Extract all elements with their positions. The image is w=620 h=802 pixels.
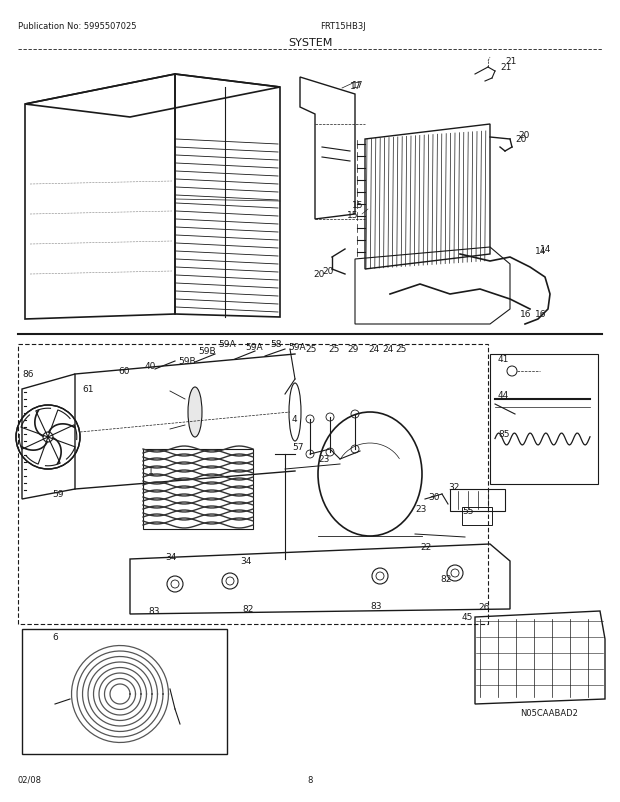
Text: 14: 14 xyxy=(535,247,546,256)
Text: 02/08: 02/08 xyxy=(18,775,42,784)
Text: 21: 21 xyxy=(505,58,516,67)
Text: 15: 15 xyxy=(347,210,358,219)
Text: 59: 59 xyxy=(52,490,63,499)
Text: 85: 85 xyxy=(498,430,510,439)
Text: 55: 55 xyxy=(462,507,474,516)
Text: 21: 21 xyxy=(500,63,511,72)
Text: 24: 24 xyxy=(382,345,393,354)
Text: 57: 57 xyxy=(292,443,304,452)
Text: 25: 25 xyxy=(328,345,339,354)
Ellipse shape xyxy=(188,387,202,437)
Text: 24: 24 xyxy=(368,345,379,354)
Text: 44: 44 xyxy=(498,391,509,400)
Text: 60: 60 xyxy=(118,367,130,376)
Text: Publication No: 5995507025: Publication No: 5995507025 xyxy=(18,22,136,31)
Text: 34: 34 xyxy=(165,553,176,561)
Text: 59A: 59A xyxy=(245,343,263,352)
Text: 15: 15 xyxy=(352,200,363,209)
Text: 1: 1 xyxy=(148,467,154,476)
Text: 83: 83 xyxy=(148,607,159,616)
Text: 16: 16 xyxy=(520,310,531,319)
Text: 34: 34 xyxy=(240,557,251,565)
Bar xyxy=(22,630,227,754)
Text: 41: 41 xyxy=(498,355,510,364)
Text: 32: 32 xyxy=(448,483,459,492)
Text: 82: 82 xyxy=(242,605,254,614)
Text: 29: 29 xyxy=(347,345,358,354)
Text: 82: 82 xyxy=(440,575,451,584)
Text: N05CAABAD2: N05CAABAD2 xyxy=(520,708,578,717)
Text: 58: 58 xyxy=(270,340,281,349)
Text: 45: 45 xyxy=(462,613,474,622)
Text: 20: 20 xyxy=(322,267,334,276)
Bar xyxy=(450,489,505,512)
Bar xyxy=(143,449,253,529)
Text: 20: 20 xyxy=(515,136,526,144)
Text: 8: 8 xyxy=(308,775,312,784)
Text: 17: 17 xyxy=(352,80,363,89)
Text: 59A: 59A xyxy=(288,343,306,352)
Text: 59A: 59A xyxy=(218,340,236,349)
Text: 26: 26 xyxy=(478,603,489,612)
Text: 40: 40 xyxy=(145,362,156,371)
Bar xyxy=(462,508,492,525)
Text: 59B: 59B xyxy=(198,347,216,356)
Text: 16: 16 xyxy=(535,310,546,319)
Text: 22: 22 xyxy=(420,543,432,552)
Text: 86: 86 xyxy=(22,370,33,379)
Text: 20: 20 xyxy=(518,131,529,140)
Text: 17: 17 xyxy=(350,82,361,91)
Text: 23: 23 xyxy=(415,505,427,514)
Bar xyxy=(490,354,598,484)
Text: 6: 6 xyxy=(52,633,58,642)
Text: 30: 30 xyxy=(428,493,440,502)
Text: 20: 20 xyxy=(314,270,325,279)
Bar xyxy=(18,345,488,624)
Text: FRT15HB3J: FRT15HB3J xyxy=(320,22,366,31)
Text: 61: 61 xyxy=(82,385,94,394)
Text: 14: 14 xyxy=(540,245,551,254)
Text: 4: 4 xyxy=(292,415,298,424)
Text: 25: 25 xyxy=(305,345,316,354)
Text: 59B: 59B xyxy=(178,357,196,366)
Text: 25: 25 xyxy=(395,345,406,354)
Text: SYSTEM: SYSTEM xyxy=(288,38,332,48)
Text: 83: 83 xyxy=(370,602,381,611)
Text: 23: 23 xyxy=(318,455,329,464)
